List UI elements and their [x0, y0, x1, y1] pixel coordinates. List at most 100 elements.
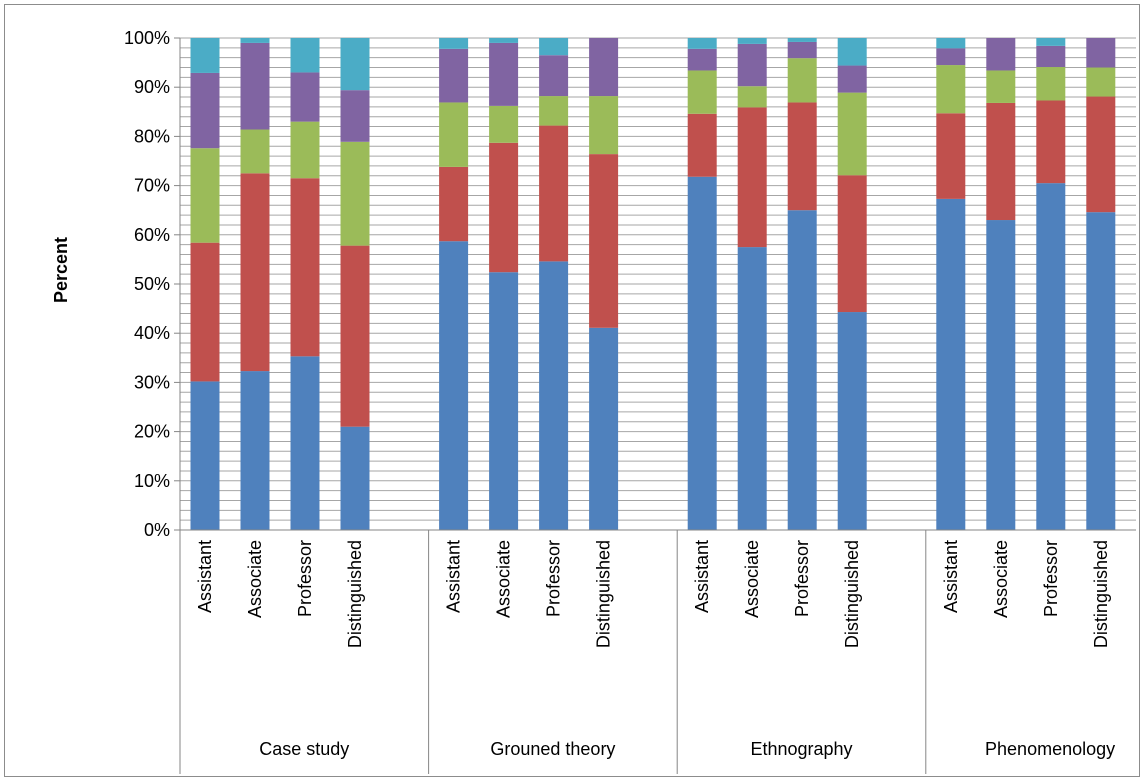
- bar-segment: [439, 102, 469, 167]
- bar-segment: [539, 96, 569, 126]
- bar-segment: [787, 210, 817, 530]
- y-tick-label: 20%: [134, 422, 170, 442]
- bar-segment: [489, 272, 519, 530]
- bar-segment: [1086, 212, 1116, 530]
- bar-segment: [1036, 183, 1066, 530]
- x-group-label: Ethnography: [750, 739, 852, 759]
- bar-segment: [837, 175, 867, 313]
- bar-segment: [737, 43, 767, 87]
- y-tick-label: 80%: [134, 126, 170, 146]
- x-subcategory-label: Associate: [245, 540, 265, 618]
- bar-segment: [1036, 38, 1066, 46]
- x-subcategory-label: Professor: [295, 540, 315, 617]
- axes: [174, 37, 1136, 774]
- bar-segment: [290, 121, 320, 179]
- y-tick-label: 60%: [134, 225, 170, 245]
- y-tick-label: 10%: [134, 471, 170, 491]
- bar-segment: [489, 105, 519, 143]
- x-subcategory-label: Distinguished: [594, 540, 614, 648]
- x-group-label: Grouned theory: [490, 739, 615, 759]
- x-subcategory-label: Assistant: [941, 540, 961, 613]
- bar-segment: [340, 38, 370, 91]
- bar-segment: [936, 113, 966, 199]
- x-subcategory-label: Assistant: [692, 540, 712, 613]
- x-subcategory-label: Distinguished: [1091, 540, 1111, 648]
- x-subcategory-label: Assistant: [195, 540, 215, 613]
- bar-segment: [290, 38, 320, 73]
- bar-segment: [1086, 67, 1116, 97]
- bar-segment: [837, 38, 867, 66]
- stacked-bar-chart: 0% 10% 20% 30% 40% 50% 60% 70% 80% 90% 100% Assist…: [51, 28, 1136, 774]
- y-tick-label: 70%: [134, 176, 170, 196]
- bar-segment: [589, 38, 619, 97]
- bar-segment: [936, 198, 966, 530]
- x-subcategory-label: Associate: [494, 540, 514, 618]
- bar-segment: [489, 38, 519, 43]
- y-tick-label: 40%: [134, 323, 170, 343]
- y-tick-label: 100%: [124, 28, 170, 48]
- bar-segment: [1086, 96, 1116, 213]
- bar-segment: [539, 38, 569, 56]
- bar-segment: [737, 107, 767, 248]
- x-subcategory-label: Assistant: [444, 540, 464, 613]
- x-subcategory-label: Associate: [991, 540, 1011, 618]
- x-group-label: Phenomenology: [985, 739, 1115, 759]
- y-tick-label: 0%: [144, 520, 170, 540]
- bar-segment: [589, 96, 619, 155]
- bar-segment: [190, 148, 220, 243]
- bar-segment: [687, 70, 717, 114]
- bar-segment: [240, 173, 270, 372]
- bar-segment: [936, 38, 966, 49]
- bar-segment: [190, 72, 220, 149]
- bar-segment: [737, 38, 767, 44]
- bar-segment: [290, 178, 320, 357]
- x-subcategory-label: Distinguished: [345, 540, 365, 648]
- bar-segment: [589, 154, 619, 328]
- bar-segment: [986, 70, 1016, 103]
- bar-segment: [986, 38, 1016, 71]
- bar-segment: [986, 102, 1016, 221]
- bar-segment: [837, 92, 867, 176]
- bar-segment: [340, 90, 370, 142]
- y-tick-label: 50%: [134, 274, 170, 294]
- bar-segment: [737, 247, 767, 530]
- y-axis-title: Percent: [51, 237, 71, 303]
- x-subcategory-label: Professor: [792, 540, 812, 617]
- bar-segment: [837, 65, 867, 93]
- bar-segment: [439, 241, 469, 531]
- bar-segment: [539, 261, 569, 530]
- x-subcategory-label: Professor: [544, 540, 564, 617]
- bar-segment: [190, 242, 220, 382]
- bar-segment: [737, 86, 767, 108]
- bar-segment: [290, 72, 320, 122]
- x-category-labels: Assistant Associate Professor Distinguished…: [195, 540, 1115, 759]
- y-tick-labels: 0% 10% 20% 30% 40% 50% 60% 70% 80% 90% 100%: [124, 28, 170, 540]
- bar-segment: [340, 245, 370, 427]
- bar-segment: [1036, 67, 1066, 101]
- bar-segment: [240, 38, 270, 43]
- bar-segment: [986, 220, 1016, 531]
- y-tick-label: 90%: [134, 77, 170, 97]
- bars: [190, 38, 1116, 531]
- bar-segment: [687, 176, 717, 530]
- bar-segment: [787, 38, 817, 42]
- bar-segment: [340, 426, 370, 530]
- bar-segment: [687, 38, 717, 49]
- bar-segment: [539, 125, 569, 262]
- bar-segment: [687, 113, 717, 177]
- bar-segment: [439, 48, 469, 103]
- bar-segment: [589, 327, 619, 530]
- bar-segment: [687, 48, 717, 71]
- bar-segment: [1036, 45, 1066, 68]
- bar-segment: [936, 65, 966, 114]
- bar-segment: [340, 141, 370, 246]
- bar-segment: [290, 356, 320, 530]
- bar-segment: [240, 371, 270, 530]
- y-tick-label: 30%: [134, 372, 170, 392]
- bar-segment: [787, 41, 817, 59]
- bar-segment: [1086, 38, 1116, 68]
- bar-segment: [787, 58, 817, 103]
- bar-segment: [489, 142, 519, 273]
- bar-segment: [936, 48, 966, 66]
- bar-segment: [1036, 100, 1066, 184]
